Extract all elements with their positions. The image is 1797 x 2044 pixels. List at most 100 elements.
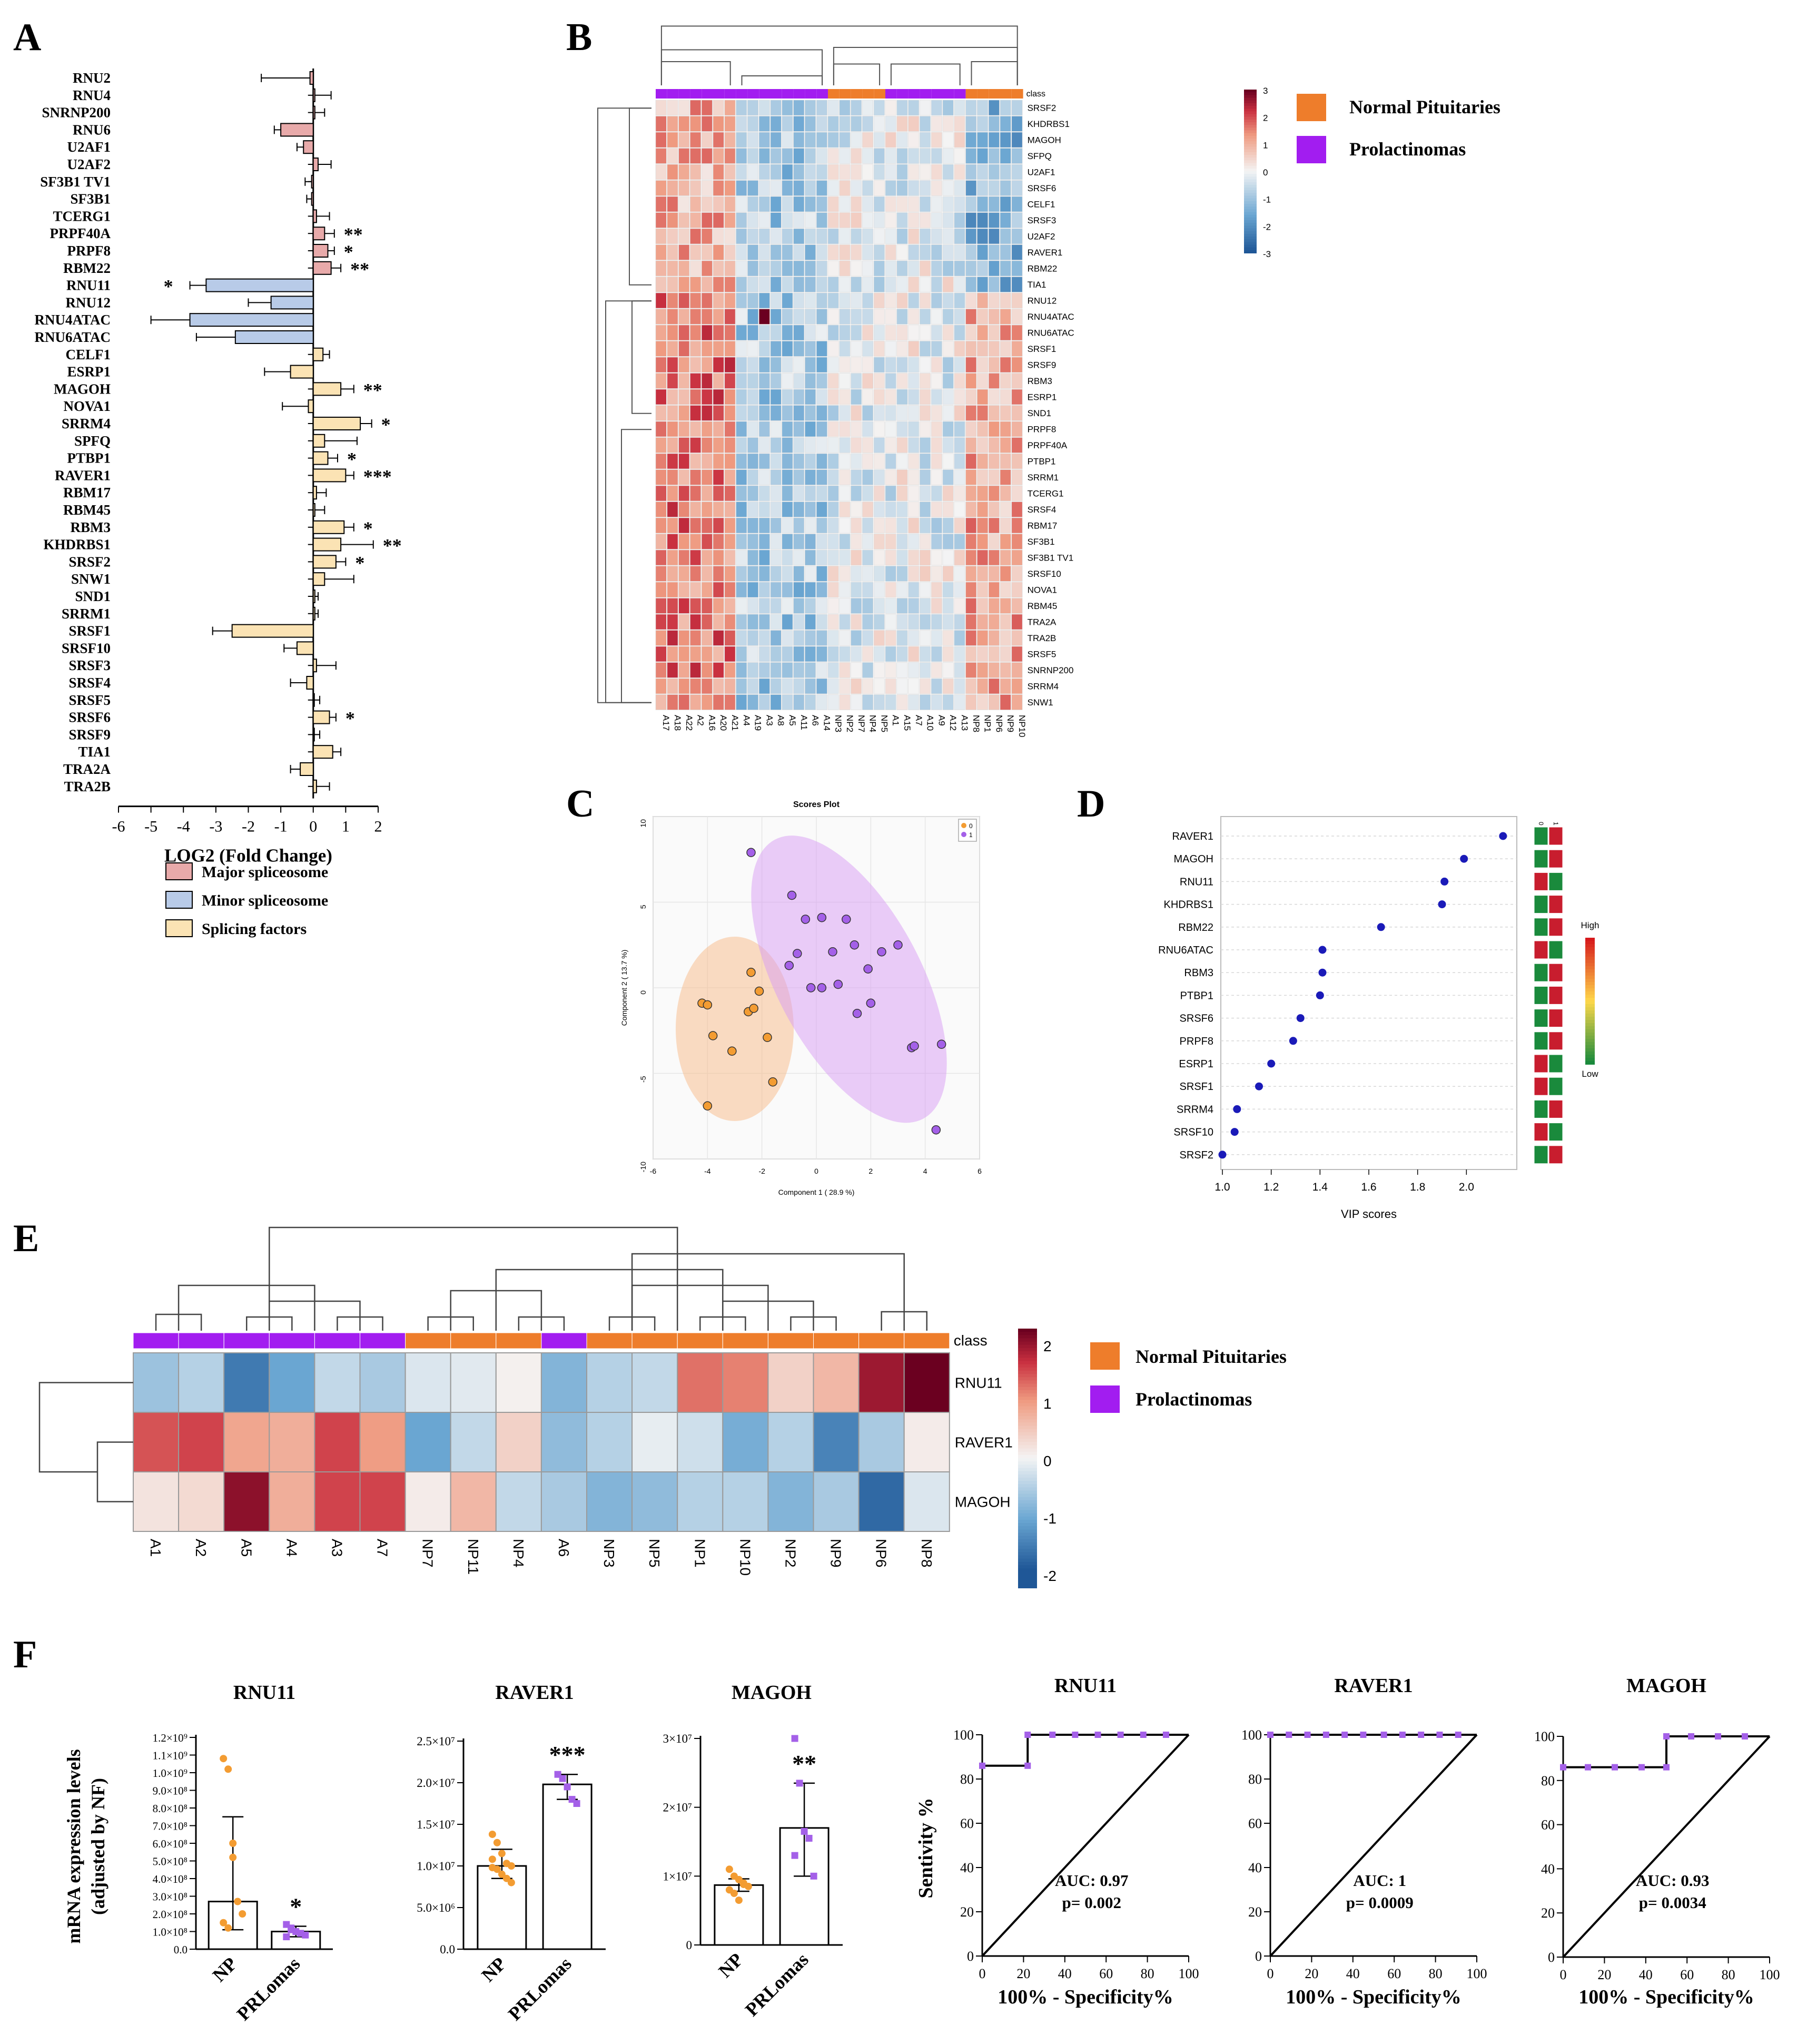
- b-row-label: PTBP1: [1028, 457, 1056, 467]
- e-colorbar-tick: -2: [1043, 1568, 1057, 1584]
- b-col-dendrogram: [971, 61, 1018, 85]
- a-gene-label: SNRNP200: [42, 105, 111, 121]
- f3-ytick-label: 1×10⁷: [663, 1870, 693, 1883]
- c-y-label: Component 2 ( 13.7 %): [620, 950, 628, 1026]
- b-heat-cell: [827, 389, 839, 405]
- b-heat-cell: [667, 421, 678, 437]
- b-heat-cell: [736, 373, 747, 389]
- f1-y-label: mRNA expression levels: [63, 1749, 84, 1943]
- b-heat-cell: [701, 485, 713, 502]
- b-heat-cell: [908, 228, 920, 244]
- e-col-dendrogram: [495, 1269, 724, 1331]
- b-row-label: TRA2B: [1028, 633, 1057, 643]
- b-heat-cell: [965, 325, 977, 341]
- b-heat-cell: [758, 292, 770, 309]
- b-heat-cell: [931, 534, 942, 549]
- a-bar: [312, 745, 333, 759]
- b-heat-cell: [885, 325, 896, 341]
- e-colorbar-segment: [1018, 1416, 1037, 1420]
- e-class-cell: [178, 1332, 224, 1349]
- b-heat-cell: [655, 116, 667, 132]
- e-class-label: class: [954, 1332, 988, 1349]
- b-heat-cell: [713, 277, 724, 292]
- d-colorbar-segment: [1585, 979, 1595, 982]
- a-xtick-label: -6: [112, 818, 125, 836]
- b-class-cell: [771, 89, 782, 99]
- f6-p-value: p= 0.0034: [1639, 1893, 1706, 1912]
- f6-ytick-label: 80: [1541, 1773, 1555, 1788]
- b-heat-cell: [965, 485, 977, 502]
- b-heat-cell: [942, 485, 954, 502]
- a-significance: ***: [363, 466, 392, 487]
- f3-ytick-label: 3×10⁷: [663, 1732, 693, 1745]
- f2-point-prl: [573, 1800, 580, 1807]
- b-heat-cell: [931, 212, 942, 228]
- b-heat-cell: [827, 228, 839, 244]
- b-heat-cell: [920, 437, 931, 453]
- f1-point-np: [220, 1919, 228, 1927]
- b-heat-cell: [724, 534, 736, 549]
- b-heat-cell: [942, 694, 954, 710]
- b-heat-cell: [667, 566, 678, 582]
- f6-roc-marker: [1715, 1733, 1721, 1740]
- b-heat-cell: [793, 421, 805, 437]
- b-colorbar-segment: [1244, 214, 1257, 218]
- b-heat-cell: [908, 662, 920, 678]
- f3-significance: **: [792, 1750, 816, 1777]
- f1-ytick-label: 8.0×10⁸: [153, 1802, 187, 1815]
- b-heat-cell: [873, 646, 885, 662]
- f4-ytick-label: 80: [960, 1772, 974, 1787]
- b-row-label: SRSF4: [1028, 505, 1057, 515]
- b-heat-cell: [827, 549, 839, 566]
- b-heat-cell: [839, 132, 851, 148]
- b-heat-cell: [770, 180, 782, 196]
- b-heat-cell: [793, 405, 805, 421]
- b-heat-cell: [655, 630, 667, 646]
- b-heat-cell: [851, 309, 862, 325]
- f1-category-label: NP: [209, 1953, 241, 1986]
- b-heat-cell: [713, 132, 724, 148]
- b-heat-cell: [851, 196, 862, 212]
- b-heat-cell: [862, 100, 874, 116]
- c-point-series1: [787, 890, 797, 900]
- b-heat-cell: [770, 244, 782, 260]
- b-heat-cell: [885, 630, 896, 646]
- b-heat-cell: [678, 678, 690, 694]
- b-heat-cell: [816, 100, 827, 116]
- b-colorbar-segment: [1244, 223, 1257, 227]
- b-heat-cell: [724, 260, 736, 277]
- b-heat-cell: [942, 437, 954, 453]
- e-colorbar-segment: [1018, 1536, 1037, 1540]
- b-heat-cell: [839, 148, 851, 164]
- b-heat-cell: [1000, 598, 1011, 614]
- e-row-label: RAVER1: [955, 1434, 1013, 1451]
- f5-ytick-label: 0: [1255, 1949, 1262, 1964]
- a-bar: [312, 105, 315, 120]
- f2-category-label: PRLomas: [504, 1953, 576, 2025]
- d-side-cell: [1534, 895, 1548, 914]
- b-heat-cell: [827, 678, 839, 694]
- b-colorbar-segment: [1244, 190, 1257, 194]
- f5-roc-marker: [1380, 1732, 1387, 1738]
- b-heat-cell: [931, 260, 942, 277]
- b-heat-cell: [736, 630, 747, 646]
- b-colorbar-segment: [1244, 247, 1257, 251]
- d-side-cell: [1548, 1009, 1563, 1028]
- b-row-label: RBM3: [1028, 376, 1052, 386]
- f6-roc-curve: [1563, 1735, 1770, 1768]
- b-heat-cell: [873, 357, 885, 373]
- b-class-cell: [828, 89, 840, 99]
- b-heat-cell: [920, 421, 931, 437]
- b-heat-cell: [667, 502, 678, 517]
- f2-ytick-label: 2.0×10⁷: [417, 1776, 455, 1790]
- a-gene-label: RNU6: [73, 122, 111, 137]
- b-col-label: A10: [925, 715, 935, 731]
- b-heat-cell: [701, 373, 713, 389]
- c-legend-marker: [961, 823, 966, 828]
- b-heat-cell: [747, 469, 759, 485]
- f2-point-np: [488, 1855, 496, 1863]
- e-colorbar-segment: [1018, 1448, 1037, 1452]
- f5-ytick-label: 60: [1248, 1816, 1262, 1831]
- b-heat-cell: [736, 212, 747, 228]
